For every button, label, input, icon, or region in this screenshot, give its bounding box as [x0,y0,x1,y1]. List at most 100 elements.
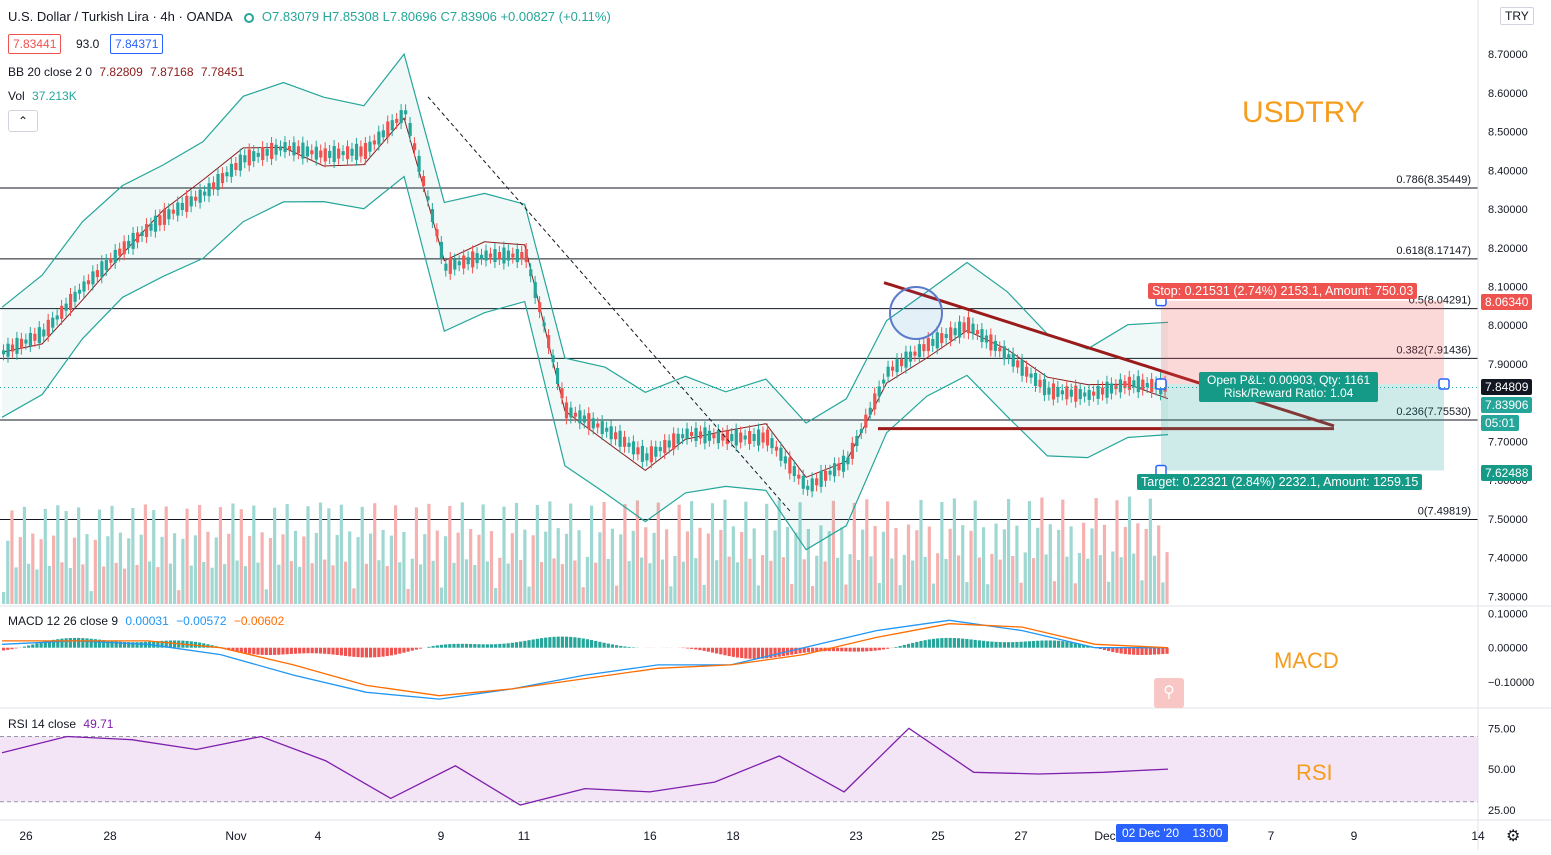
volume-bar [1115,500,1118,604]
candle-body [404,110,407,114]
rsi-tick-label: 75.00 [1488,723,1516,735]
macd-histogram-bar [377,648,380,657]
volume-bar [573,561,576,605]
macd-histogram-bar [27,646,30,648]
volume-bar [1015,526,1018,604]
candle-body [846,457,849,464]
macd-histogram-bar [311,648,314,654]
candle-body [105,260,108,270]
macd-histogram-bar [265,648,268,655]
candle-body [828,471,831,475]
macd-histogram-bar [356,648,359,657]
candle-body [359,146,362,156]
candle-body [851,443,854,459]
macd-histogram-bar [432,646,435,648]
price-tick-label: 8.50000 [1488,127,1528,139]
volume-bar [598,532,601,604]
volume-bar [919,500,922,604]
volume-bar [565,534,568,604]
volume-bar [903,555,906,604]
volume-bar [707,534,710,605]
candle-body [1101,388,1104,395]
candle-body [145,224,148,237]
volume-bar [961,525,964,604]
candle-body [954,328,957,335]
time-tick-label: 26 [19,829,33,843]
candle-body [842,456,845,472]
volume-bar [365,564,368,604]
candle-body [726,431,729,444]
candle-body [6,344,9,357]
volume-bar [52,536,55,604]
macd-histogram-bar [598,642,601,648]
target-label[interactable]: Target: 0.22321 (2.84%) 2232.1, Amount: … [1137,474,1422,490]
volume-bar [419,564,422,604]
macd-histogram-bar [1032,641,1035,648]
volume-bar [594,563,597,604]
macd-histogram-bar [244,648,247,653]
macd-histogram-bar [319,648,322,654]
bb-label: BB 20 close 2 0 [8,65,92,79]
rsi-legend[interactable]: RSI 14 close 49.71 [8,717,117,731]
candle-body [837,463,840,470]
macd-histogram-bar [698,648,701,650]
candle-body [569,408,572,418]
fib-level-label: 0.618(8.17147) [1396,245,1471,257]
sell-price-button[interactable]: 7.83441 [8,34,61,54]
volume-bar [932,584,935,604]
candle-body [511,254,514,258]
currency-badge[interactable]: TRY [1500,7,1534,25]
volume-bar [577,530,580,604]
open-pl-label[interactable]: Open P&L: 0.00903, Qty: 1161 Risk/Reward… [1199,372,1378,402]
symbol-legend[interactable]: U.S. Dollar / Turkish Lira · 4h · OANDA … [8,9,615,24]
candle-body [1016,360,1019,367]
volume-bar [106,536,109,604]
candle-body [1047,388,1050,395]
macd-legend[interactable]: MACD 12 26 close 9 0.00031 −0.00572 −0.0… [8,614,288,628]
collapse-legend-button[interactable]: ⌃ [8,110,38,132]
macd-histogram-bar [874,648,877,651]
candle-body [270,143,273,159]
candle-body [998,347,1001,351]
candle-body [252,151,255,161]
zoom-search-icon[interactable]: ⚲ [1154,678,1184,708]
candle-body [216,174,219,190]
macd-histogram-bar [60,639,63,648]
candle-body [1007,354,1010,358]
macd-histogram-bar [411,648,414,651]
macd-histogram-bar [381,648,384,657]
macd-histogram-bar [748,648,751,659]
candle-body [1114,385,1117,389]
rsi-watermark: RSI [1296,760,1333,786]
candle-body [895,359,898,372]
candle-body [15,338,18,354]
volume-bar [48,566,51,604]
macd-histogram-bar [398,648,401,654]
stop-loss-label[interactable]: Stop: 0.21531 (2.74%) 2153.1, Amount: 75… [1148,283,1417,299]
volume-bar [1019,583,1022,604]
vol-value: 37.213K [32,89,77,103]
candle-body [400,110,403,123]
candle-body [677,434,680,444]
candle-body [636,447,639,454]
macd-histogram-bar [961,639,964,648]
candle-body [788,457,791,473]
bb-legend[interactable]: BB 20 close 2 0 7.82809 7.87168 7.78451 [8,65,248,79]
macd-histogram-bar [686,648,689,649]
macd-histogram-bar [1065,642,1068,648]
macd-signal-line [2,624,1168,696]
volume-bar [669,586,672,604]
volume-bar [561,564,564,604]
macd-histogram-bar [365,648,368,658]
price-tick-label: 8.10000 [1488,282,1528,294]
candle-body [663,440,666,453]
volume-bar [536,505,539,604]
candle-body [60,306,63,319]
buy-price-button[interactable]: 7.84371 [110,34,163,54]
candle-body [761,433,764,443]
volume-legend[interactable]: Vol 37.213K [8,89,81,103]
candle-body [56,315,59,319]
volume-bar [911,561,914,605]
settings-gear-icon[interactable]: ⚙ [1506,826,1520,846]
macd-histogram-bar [269,648,272,655]
